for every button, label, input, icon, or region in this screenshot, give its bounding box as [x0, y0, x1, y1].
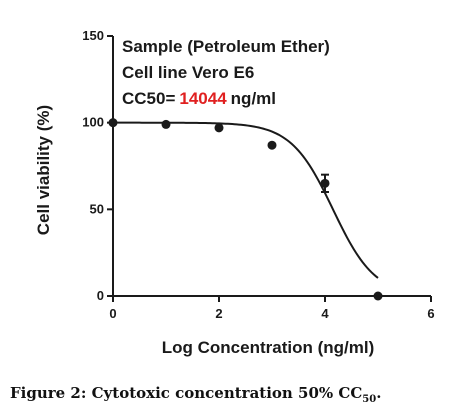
- data-point: [108, 118, 118, 128]
- annotation-cell-line: Cell line Vero E6: [122, 63, 254, 82]
- y-axis: 0 50 100 150: [82, 28, 114, 303]
- data-point: [214, 123, 224, 133]
- y-tick-label: 100: [82, 115, 104, 130]
- x-tick-label: 6: [427, 306, 434, 321]
- data-point: [161, 119, 171, 129]
- data-point: [373, 291, 383, 301]
- y-tick-label: 150: [82, 28, 104, 43]
- data-points: [108, 118, 383, 301]
- y-tick-label: 0: [97, 288, 104, 303]
- caption-subscript: 50: [362, 394, 377, 405]
- y-ticks: 0 50 100 150: [82, 28, 113, 303]
- x-ticks: 0 2 4 6: [109, 296, 435, 321]
- x-axis-title: Log Concentration (ng/ml): [162, 338, 374, 357]
- data-point: [267, 140, 277, 150]
- data-point: [320, 178, 330, 188]
- caption-end: .: [376, 384, 382, 402]
- x-axis: 0 2 4 6: [109, 295, 435, 321]
- x-tick-label: 4: [321, 306, 329, 321]
- fit-curve: [113, 121, 379, 279]
- y-tick-label: 50: [90, 201, 104, 216]
- cc50-value: 14044: [179, 89, 227, 108]
- cc50-label: CC50=: [122, 89, 175, 108]
- y-axis-title: Cell viability (%): [34, 105, 53, 235]
- figure-caption: Figure 2: Cytotoxic concentration 50% CC…: [10, 384, 381, 405]
- annotation-cc50: CC50= 14044 ng/ml: [122, 89, 276, 108]
- x-tick-label: 0: [109, 306, 116, 321]
- x-tick-label: 2: [215, 306, 222, 321]
- cc50-unit: ng/ml: [231, 89, 276, 108]
- annotation-sample: Sample (Petroleum Ether): [122, 37, 330, 56]
- caption-text: Figure 2: Cytotoxic concentration 50% CC: [10, 384, 363, 402]
